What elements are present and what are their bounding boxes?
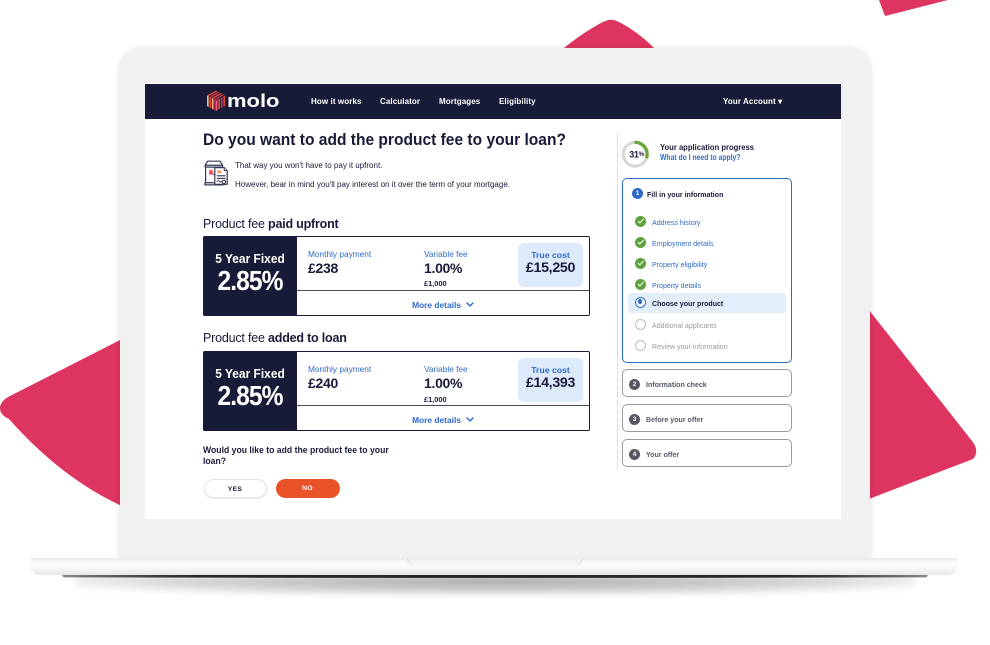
svg-text:31%: 31% (629, 149, 644, 159)
